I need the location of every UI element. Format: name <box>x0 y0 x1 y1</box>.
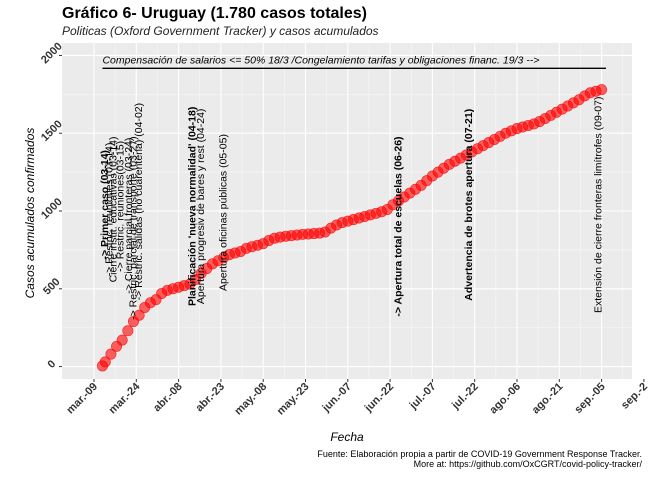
x-tick-label: may.-08 <box>232 381 269 418</box>
x-tick-label: ago.-21 <box>530 381 566 417</box>
annotations: Compensación de salarios <= 50% 18/3 /Co… <box>99 54 604 320</box>
data-points <box>96 84 608 372</box>
annotation-vertical: Apertura progresiv de bares y rest (04-2… <box>195 109 207 305</box>
annotation-vertical: -> Restric. parcial de transporte (03-27… <box>127 136 139 320</box>
caption: Fuente: Elaboración propia a partir de C… <box>317 449 642 469</box>
annotation-vertical: -> Apertura total de escuelas (06-26) <box>392 136 404 316</box>
chart-subtitle: Politicas (Oxford Government Tracker) y … <box>62 24 379 38</box>
annotation-vertical: Extensión de cierre fronteras limítrofes… <box>593 97 605 314</box>
y-axis-label: Casos acumulados confirmados <box>23 128 37 299</box>
x-tick-label: jul.-07 <box>407 381 439 413</box>
annotation-vertical: -> Primer caso (03-14) <box>99 150 111 259</box>
x-tick-label: abr.-23 <box>193 381 227 415</box>
x-axis-label: Fecha <box>330 430 364 444</box>
x-tick-label: sep.-2 <box>619 381 650 412</box>
data-point <box>122 325 134 337</box>
annotation-vertical: Planificación 'nueva normalidad' (04-18) <box>187 107 199 306</box>
x-tick-label: jun.-07 <box>320 381 354 415</box>
y-tick-label: 1000 <box>39 196 65 222</box>
data-point <box>596 84 608 96</box>
annotation-vertical: -> Restric. salidas (no cuarentena) (04-… <box>133 103 145 301</box>
annotation-vertical: -> Restric. reuniones (03-14) <box>103 142 115 276</box>
annotation-vertical: -> Restric. reuniones(03-15) <box>115 141 127 272</box>
y-tick-label: 500 <box>41 276 62 297</box>
y-tick-label: 1500 <box>39 118 65 144</box>
x-tick-label: jul.-22 <box>449 381 481 413</box>
x-tick-label: mar.-09 <box>64 381 100 417</box>
x-tick-label: may.-23 <box>275 381 312 418</box>
chart-title: Gráfico 6- Uruguay (1.780 casos totales) <box>62 5 367 22</box>
y-axis-ticks: 0 500 1000 1500 2000 <box>39 40 65 370</box>
x-tick-label: sep.-05 <box>572 381 607 416</box>
x-tick-label: abr.-08 <box>151 381 185 415</box>
data-point <box>105 348 117 360</box>
y-tick-label: 0 <box>45 358 58 371</box>
annotation-vertical: -> Cierre parcial fronteras (03-24) <box>123 138 135 294</box>
y-tick-label: 2000 <box>39 40 65 66</box>
data-point <box>116 334 128 346</box>
x-tick-label: jun.-22 <box>362 381 396 415</box>
caption-url: More at: https://github.com/OxCGRT/covid… <box>413 459 642 469</box>
annotation-vertical: Apertura oficinas públicas (05-05) <box>218 134 230 291</box>
x-tick-label: ago.-06 <box>487 381 523 417</box>
data-point <box>99 356 111 368</box>
caption-source: Fuente: Elaboración propia a partir de C… <box>317 449 642 459</box>
data-point <box>133 309 145 321</box>
annotation-horizontal: Compensación de salarios <= 50% 18/3 /Co… <box>102 54 539 66</box>
annotation-vertical: Cierre instit. educativas (03-14) <box>108 136 120 282</box>
x-tick-label: mar.-24 <box>107 380 143 416</box>
x-axis-ticks: mar.-09 mar.-24 abr.-08 abr.-23 may.-08 may.-… <box>64 379 650 418</box>
annotation-vertical: Advertencia de brotes apertura (07-21) <box>463 109 475 301</box>
